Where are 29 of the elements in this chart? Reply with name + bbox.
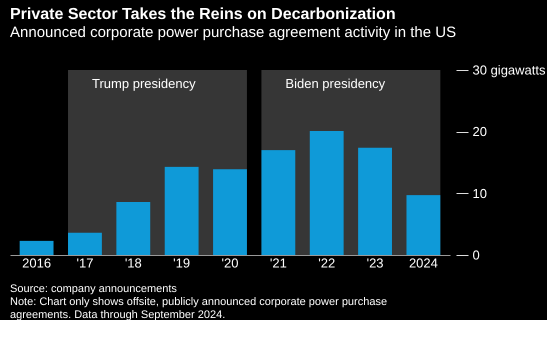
- y-tick-label: 0: [472, 248, 480, 262]
- x-tick-label: 2016: [22, 256, 52, 270]
- x-tick-label: '20: [222, 256, 238, 270]
- x-tick-label: 2024: [408, 256, 438, 270]
- y-tick-label: 30 gigawatts: [472, 62, 546, 78]
- bar: [261, 150, 296, 255]
- bar: [406, 195, 440, 255]
- x-tick-label: '18: [124, 256, 142, 270]
- bar: [164, 166, 199, 255]
- chart-title: Private Sector Takes the Reins on Decarbonization: [10, 6, 396, 23]
- y-tick-label: 20: [472, 124, 487, 140]
- x-tick-label: '23: [366, 256, 384, 270]
- bar: [213, 169, 247, 255]
- x-tick-label: '22: [318, 256, 336, 270]
- bar: [20, 240, 54, 255]
- bar: [358, 148, 392, 255]
- bar: [68, 232, 102, 255]
- chart-subtitle: Announced corporate power purchase agreement activity in the US: [10, 24, 456, 41]
- x-tick-label: '21: [270, 256, 287, 270]
- bar: [310, 131, 344, 255]
- x-tick-label: '19: [173, 256, 190, 270]
- text: Note: Chart only shows offsite, publicly announced corporate power purchase: [10, 296, 388, 308]
- y-tick-label: 10: [472, 186, 487, 201]
- x-tick-label: '17: [76, 256, 94, 270]
- source-note: Source: company announcements: [10, 283, 178, 295]
- text: agreements. Data through September 2024.: [10, 309, 226, 321]
- bar: [116, 202, 150, 255]
- band-label: Biden presidency: [285, 76, 386, 91]
- band-label: Trump presidency: [92, 76, 196, 91]
